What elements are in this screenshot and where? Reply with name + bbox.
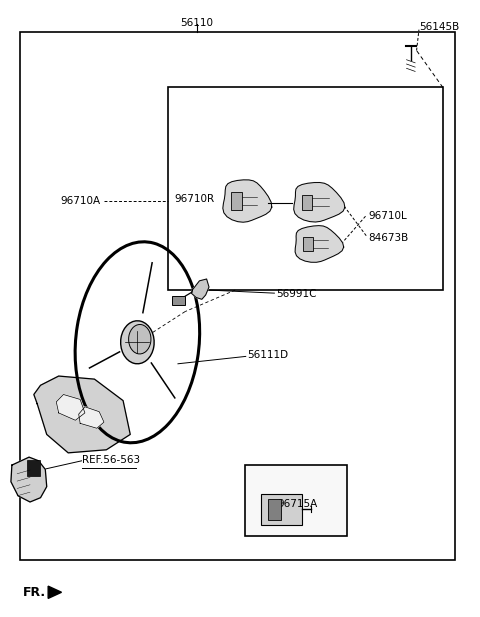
Bar — [302, 195, 312, 210]
Polygon shape — [34, 376, 130, 453]
Bar — [27, 460, 40, 476]
Polygon shape — [192, 279, 209, 299]
Polygon shape — [79, 407, 104, 428]
Text: 96710L: 96710L — [368, 212, 407, 222]
Bar — [245, 465, 348, 536]
Text: 96715A: 96715A — [277, 499, 317, 509]
Text: 96710R: 96710R — [175, 194, 215, 204]
Ellipse shape — [129, 325, 151, 354]
Text: 56111D: 56111D — [247, 350, 288, 360]
Polygon shape — [223, 180, 272, 222]
Ellipse shape — [120, 321, 154, 364]
Bar — [231, 192, 242, 210]
Polygon shape — [295, 226, 344, 262]
Polygon shape — [11, 457, 47, 502]
Text: 56991C: 56991C — [276, 289, 316, 299]
Text: 96710A: 96710A — [60, 196, 100, 206]
Text: 56110: 56110 — [180, 18, 214, 28]
Bar — [268, 499, 281, 520]
Bar — [168, 88, 443, 290]
Polygon shape — [48, 586, 61, 598]
Text: REF.56-563: REF.56-563 — [82, 455, 140, 465]
Text: 56145B: 56145B — [419, 22, 459, 32]
Bar — [262, 494, 302, 524]
Bar — [303, 237, 313, 251]
Bar — [172, 296, 185, 305]
Text: FR.: FR. — [23, 586, 46, 598]
Text: 84673B: 84673B — [368, 233, 408, 244]
Polygon shape — [294, 183, 345, 222]
Bar — [21, 32, 455, 560]
Polygon shape — [56, 394, 85, 420]
